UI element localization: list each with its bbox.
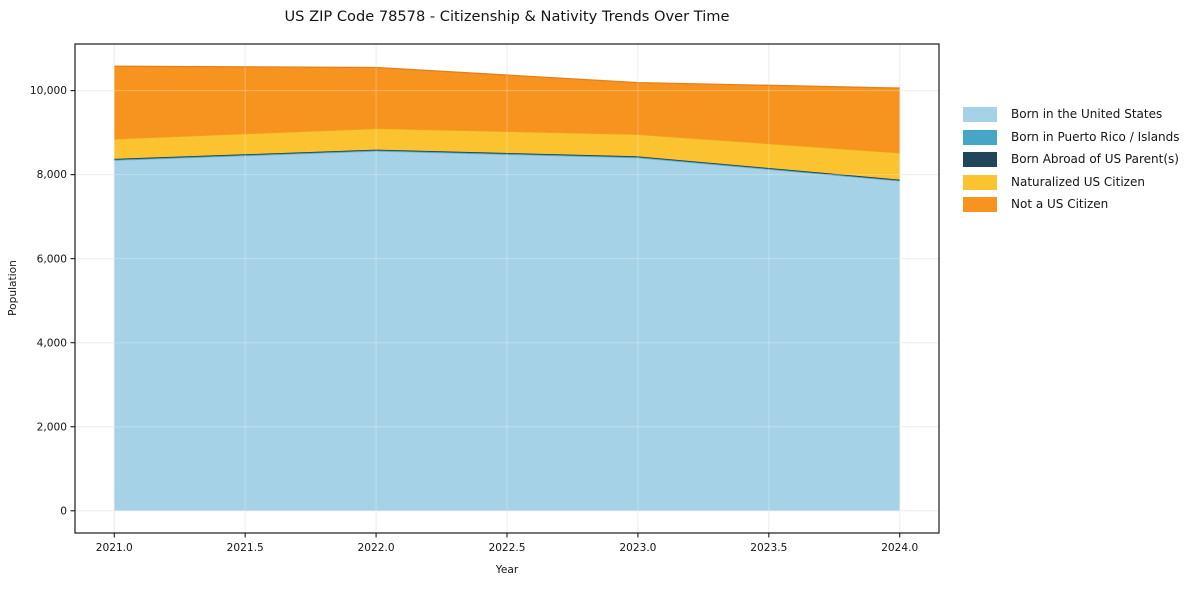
chart-title: US ZIP Code 78578 - Citizenship & Nativi… bbox=[284, 8, 730, 25]
legend-swatch bbox=[963, 174, 997, 190]
legend-item: Naturalized US Citizen bbox=[963, 174, 1180, 190]
x-tick-label: 2021.0 bbox=[96, 542, 133, 554]
legend-label: Naturalized US Citizen bbox=[1011, 174, 1145, 189]
x-tick-label: 2023.0 bbox=[619, 542, 656, 554]
y-tick-label: 8,000 bbox=[37, 169, 68, 181]
x-tick-label: 2022.0 bbox=[358, 542, 395, 554]
legend-item: Born Abroad of US Parent(s) bbox=[963, 152, 1180, 167]
x-tick-label: 2023.5 bbox=[750, 542, 787, 554]
legend-label: Not a US Citizen bbox=[1011, 197, 1109, 211]
area-not-a-us-citizen bbox=[114, 66, 900, 153]
legend: Born in the United States Born in Puerto … bbox=[963, 107, 1180, 220]
legend-label: Born Abroad of US Parent(s) bbox=[1011, 152, 1179, 166]
legend-label: Born in Puerto Rico / Islands bbox=[1011, 129, 1180, 144]
x-axis-label: Year bbox=[495, 564, 519, 576]
area-not-a-us-citizen-edge bbox=[114, 65, 900, 89]
y-tick-label: 4,000 bbox=[37, 337, 68, 349]
legend-swatch bbox=[963, 197, 997, 212]
legend-label: Born in the United States bbox=[1011, 107, 1163, 121]
y-tick-label: 10,000 bbox=[30, 85, 67, 97]
legend-swatch bbox=[963, 152, 997, 167]
y-tick-label: 0 bbox=[60, 505, 67, 517]
x-tick-label: 2021.5 bbox=[227, 542, 264, 554]
y-tick-label: 2,000 bbox=[37, 421, 68, 433]
x-tick-label: 2024.0 bbox=[881, 542, 918, 554]
y-tick-label: 6,000 bbox=[37, 253, 68, 265]
x-tick-label: 2022.5 bbox=[488, 542, 525, 554]
area-naturalized-us-citizen bbox=[114, 128, 900, 180]
legend-item: Not a US Citizen bbox=[963, 197, 1180, 212]
legend-swatch bbox=[963, 129, 997, 145]
legend-item: Born in Puerto Rico / Islands bbox=[963, 129, 1180, 145]
y-axis-label: Population bbox=[7, 260, 19, 316]
legend-swatch bbox=[963, 107, 997, 122]
legend-item: Born in the United States bbox=[963, 107, 1180, 122]
area-born-in-the-united-states bbox=[114, 151, 900, 511]
